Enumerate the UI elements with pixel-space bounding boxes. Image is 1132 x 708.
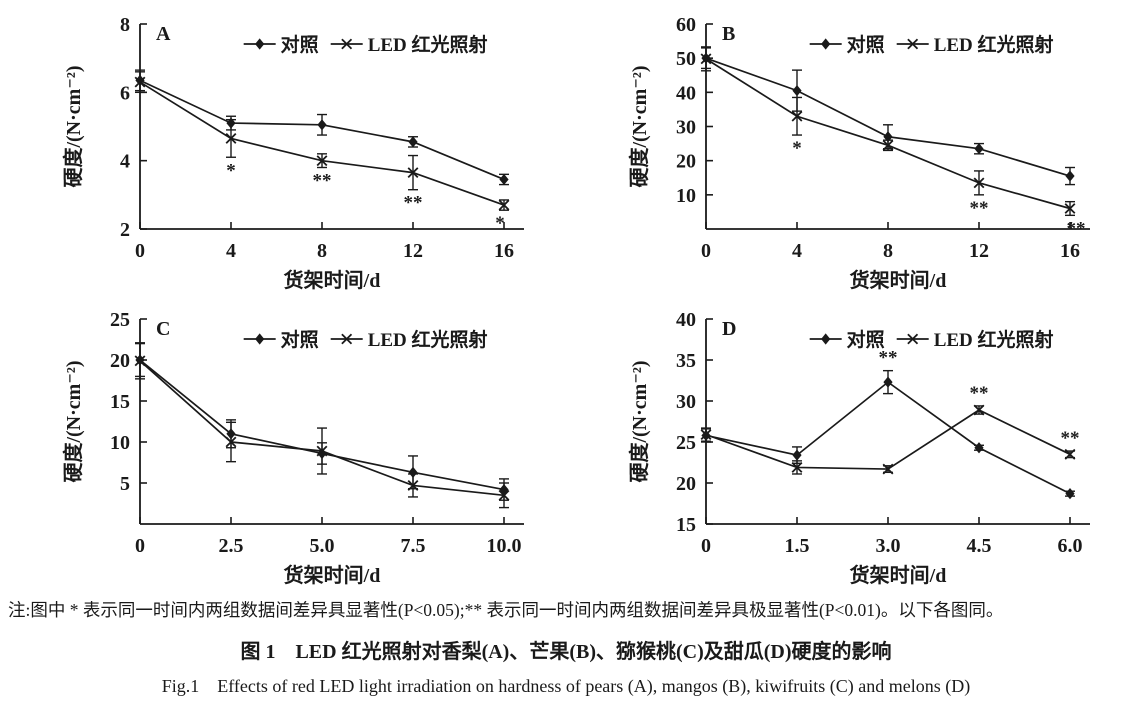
svg-text:7.5: 7.5 <box>401 535 426 557</box>
legend: 对照 LED 红光照射 <box>809 33 1054 56</box>
svg-text:D: D <box>722 318 736 340</box>
chart-panel-d: 15 20 25 30 35 40 0 1.5 3.0 4.5 6.0 货架时间/d 硬度/(N·cm⁻… <box>627 309 1090 587</box>
svg-text:15: 15 <box>110 391 130 413</box>
svg-text:16: 16 <box>494 240 514 262</box>
svg-text:3.0: 3.0 <box>876 535 901 557</box>
svg-text:4: 4 <box>226 240 236 262</box>
svg-text:25: 25 <box>676 432 696 454</box>
svg-text:货架时间/d: 货架时间/d <box>284 563 381 587</box>
svg-text:LED 红光照射: LED 红光照射 <box>934 328 1054 351</box>
svg-text:对照: 对照 <box>847 33 885 56</box>
svg-text:40: 40 <box>676 309 696 331</box>
svg-text:B: B <box>722 23 735 45</box>
legend: 对照 LED 红光照射 <box>809 328 1054 351</box>
series-control <box>135 342 509 501</box>
svg-text:货架时间/d: 货架时间/d <box>850 563 947 587</box>
svg-text:硬度/(N·cm⁻²): 硬度/(N·cm⁻²) <box>61 65 85 187</box>
svg-text:8: 8 <box>317 240 327 262</box>
svg-text:**: ** <box>404 193 423 214</box>
svg-text:10: 10 <box>676 185 696 207</box>
svg-text:15: 15 <box>676 514 696 536</box>
svg-text:20: 20 <box>676 151 696 173</box>
axes: 15 20 25 30 35 40 0 1.5 3.0 4.5 6.0 货架时间/d 硬度/(N·cm⁻… <box>627 309 1090 587</box>
svg-text:4: 4 <box>792 240 802 262</box>
legend: 对照 LED 红光照射 <box>243 328 488 351</box>
svg-text:8: 8 <box>883 240 893 262</box>
svg-text:20: 20 <box>676 473 696 495</box>
svg-text:**: ** <box>970 383 989 404</box>
charts-grid: 2 4 6 8 0 4 8 12 16 货架时间/d 硬度/(N·cm⁻²) A 对照 LED 红光照射 *… <box>61 14 1090 587</box>
svg-text:4.5: 4.5 <box>967 535 992 557</box>
svg-text:对照: 对照 <box>847 328 885 351</box>
svg-text:**: ** <box>970 198 989 219</box>
figure-note: 注:图中 * 表示同一时间内两组数据间差异具显著性(P<0.05);** 表示同… <box>8 600 1004 620</box>
svg-text:12: 12 <box>403 240 423 262</box>
figure-title-zh: 图 1 LED 红光照射对香梨(A)、芒果(B)、猕猴桃(C)及甜瓜(D)硬度的… <box>240 641 892 664</box>
svg-text:A: A <box>156 23 171 45</box>
svg-text:对照: 对照 <box>281 328 319 351</box>
svg-text:**: ** <box>313 171 332 192</box>
significance-marks: ****** <box>226 160 505 234</box>
svg-text:*: * <box>792 138 802 159</box>
chart-panel-b: 10 20 30 40 50 60 0 4 8 12 16 货架时间/d 硬度/(N·cm⁻²) B 对照 L… <box>627 14 1090 292</box>
svg-text:0: 0 <box>135 535 145 557</box>
svg-text:30: 30 <box>676 117 696 139</box>
svg-text:2.5: 2.5 <box>219 535 244 557</box>
svg-text:8: 8 <box>120 14 130 36</box>
axes: 2 4 6 8 0 4 8 12 16 货架时间/d 硬度/(N·cm⁻²) A <box>61 14 524 292</box>
svg-text:0: 0 <box>701 240 711 262</box>
svg-text:12: 12 <box>969 240 989 262</box>
chart-panel-c: 5 10 15 20 25 0 2.5 5.0 7.5 10.0 货架时间/d 硬度/(N·cm⁻²)… <box>61 309 524 587</box>
significance-marks: ***** <box>792 138 1085 239</box>
svg-text:35: 35 <box>676 350 696 372</box>
svg-text:5.0: 5.0 <box>310 535 335 557</box>
series-led <box>700 404 1076 475</box>
svg-text:5: 5 <box>120 473 130 495</box>
svg-text:0: 0 <box>135 240 145 262</box>
svg-text:货架时间/d: 货架时间/d <box>284 268 381 292</box>
svg-text:LED 红光照射: LED 红光照射 <box>368 33 488 56</box>
svg-text:0: 0 <box>701 535 711 557</box>
svg-text:**: ** <box>1061 428 1080 449</box>
svg-text:硬度/(N·cm⁻²): 硬度/(N·cm⁻²) <box>61 360 85 482</box>
svg-text:4: 4 <box>120 151 130 173</box>
svg-text:25: 25 <box>110 309 130 331</box>
svg-text:**: ** <box>879 348 898 369</box>
svg-text:1.5: 1.5 <box>785 535 810 557</box>
svg-text:C: C <box>156 318 170 340</box>
svg-text:10.0: 10.0 <box>487 535 522 557</box>
svg-text:LED 红光照射: LED 红光照射 <box>368 328 488 351</box>
series-led <box>134 71 510 211</box>
significance-marks: ** ** ** <box>879 348 1080 449</box>
svg-text:6: 6 <box>120 82 130 104</box>
chart-panel-a: 2 4 6 8 0 4 8 12 16 货架时间/d 硬度/(N·cm⁻²) A 对照 LED 红光照射 *… <box>61 14 524 292</box>
svg-text:**: ** <box>1067 218 1086 239</box>
svg-text:2: 2 <box>120 219 130 241</box>
svg-text:货架时间/d: 货架时间/d <box>850 268 947 292</box>
svg-text:20: 20 <box>110 350 130 372</box>
svg-text:60: 60 <box>676 14 696 36</box>
svg-text:硬度/(N·cm⁻²): 硬度/(N·cm⁻²) <box>627 65 651 187</box>
axes: 5 10 15 20 25 0 2.5 5.0 7.5 10.0 货架时间/d 硬度/(N·cm⁻²)… <box>61 309 524 587</box>
svg-text:LED 红光照射: LED 红光照射 <box>934 33 1054 56</box>
legend: 对照 LED 红光照射 <box>243 33 488 56</box>
svg-text:10: 10 <box>110 432 130 454</box>
series-led <box>700 46 1076 217</box>
series-control <box>701 47 1075 186</box>
svg-text:40: 40 <box>676 82 696 104</box>
svg-text:*: * <box>226 160 236 181</box>
svg-text:硬度/(N·cm⁻²): 硬度/(N·cm⁻²) <box>627 360 651 482</box>
series-control <box>701 369 1075 500</box>
axes: 10 20 30 40 50 60 0 4 8 12 16 货架时间/d 硬度/(N·cm⁻²) B <box>627 14 1090 292</box>
svg-text:对照: 对照 <box>281 33 319 56</box>
svg-text:30: 30 <box>676 391 696 413</box>
svg-text:6.0: 6.0 <box>1058 535 1083 557</box>
figure-title-en: Fig.1 Effects of red LED light irradiati… <box>161 676 971 697</box>
svg-text:*: * <box>495 213 505 234</box>
svg-text:16: 16 <box>1060 240 1080 262</box>
series-led <box>134 342 510 509</box>
svg-text:50: 50 <box>676 48 696 70</box>
